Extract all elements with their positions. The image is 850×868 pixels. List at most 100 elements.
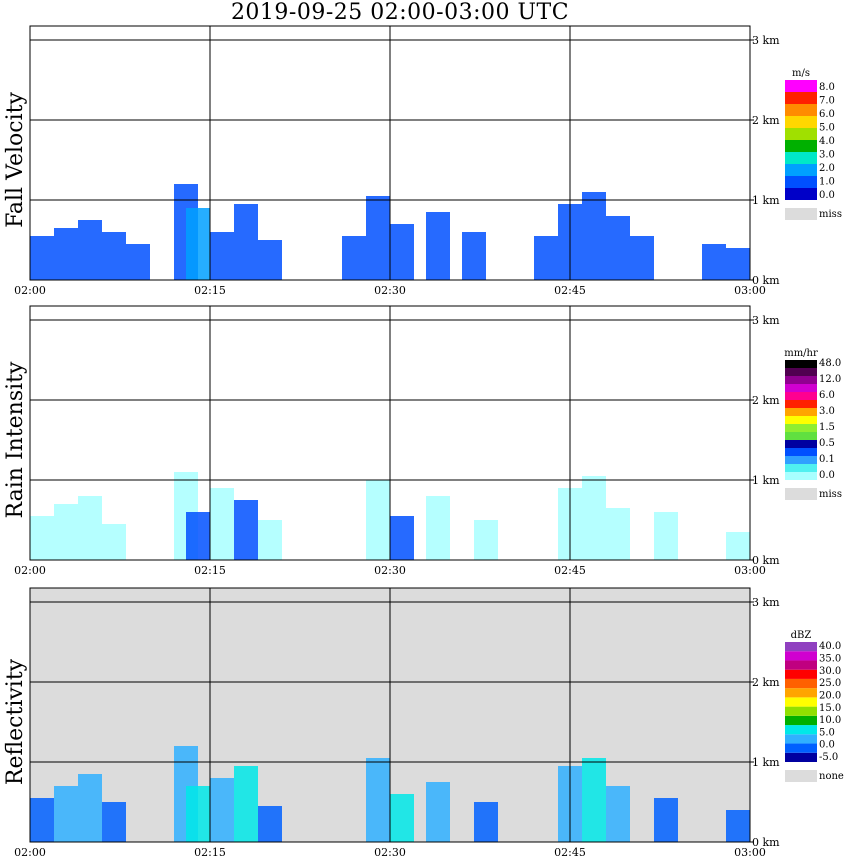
colorbar-label: 3.0 [819,406,835,417]
colorbar-label: 3.0 [819,150,835,161]
colorbar-label: 7.0 [819,96,835,107]
x-tick-label: 03:00 [734,564,766,577]
x-tick-label: 02:15 [194,846,226,859]
colorbar-label: 0.0 [819,190,835,201]
data-cell [390,516,414,560]
y-tick-label: 1 km [752,194,780,207]
x-tick-label: 02:45 [554,284,586,297]
colorbar-label: 1.5 [819,422,835,433]
panel-0: 0 km 1 km 2 km 3 km 02:00 02:15 02:30 02:45 03:0… [3,25,842,297]
y-axis-label: Fall Velocity [3,92,28,228]
data-cell [54,228,78,280]
colorbar-missing-swatch [785,208,817,220]
colorbar-label: 0.0 [819,470,835,481]
x-tick-label: 02:15 [194,564,226,577]
data-cell [366,196,390,280]
colorbar-label: 48.0 [819,358,841,369]
colorbar-swatch [785,464,817,472]
x-tick-label: 03:00 [734,846,766,859]
x-tick-label: 03:00 [734,284,766,297]
colorbar-swatch [785,416,817,424]
colorbar-label: 1.0 [819,177,835,188]
data-cell [78,496,102,560]
colorbar-swatch [785,400,817,408]
y-tick-label: 3 km [752,34,780,47]
colorbar-swatch [785,669,817,679]
colorbar-swatch [785,368,817,376]
data-cell [258,240,282,280]
data-cell [390,224,414,280]
colorbar-label: 25.0 [819,678,841,689]
colorbar-swatch [785,392,817,400]
data-cell [366,480,390,560]
colorbar-label: 35.0 [819,654,841,665]
data-cell [126,244,150,280]
colorbar-swatch [785,116,817,128]
data-cell [78,774,102,842]
colorbar-label: 10.0 [819,715,841,726]
colorbar-label: 8.0 [819,82,835,93]
colorbar-swatch [785,697,817,707]
x-tick-label: 02:45 [554,564,586,577]
colorbar-label: 0.1 [819,454,835,465]
data-cell [234,766,258,842]
colorbar-missing-label: none [819,771,844,782]
colorbar-swatch [785,188,817,200]
data-cell [726,532,750,560]
colorbar-swatch [785,448,817,456]
colorbar-swatch [785,725,817,735]
data-cell [30,516,54,560]
data-cell [54,504,78,560]
colorbar-swatch [785,384,817,392]
colorbar-label: 5.0 [819,727,835,738]
data-cell [258,806,282,842]
colorbar-swatch [785,360,817,368]
data-cell [78,220,102,280]
data-cell [102,802,126,842]
data-cell [366,758,390,842]
data-cell [474,520,498,560]
x-tick-label: 02:30 [374,564,406,577]
x-tick-label: 02:00 [14,846,46,859]
data-cell [426,212,450,280]
data-cell [726,810,750,842]
colorbar-swatch [785,706,817,716]
data-cell [186,512,210,560]
y-tick-label: 0 km [752,274,780,287]
colorbar-missing-label: miss [819,209,842,220]
y-tick-label: 3 km [752,314,780,327]
colorbar-swatch [785,176,817,188]
data-cell [654,798,678,842]
x-tick-label: 02:15 [194,284,226,297]
data-cell [102,232,126,280]
colorbar-missing-swatch [785,770,817,782]
x-tick-label: 02:00 [14,284,46,297]
data-cell [210,232,234,280]
data-cell [210,488,234,560]
data-cell [186,208,210,280]
data-cell [630,236,654,280]
data-cell [258,520,282,560]
y-tick-label: 2 km [752,114,780,127]
colorbar-swatch [785,164,817,176]
colorbar-unit: dBZ [791,630,812,641]
data-cell [234,500,258,560]
data-cell [30,236,54,280]
x-tick-label: 02:45 [554,846,586,859]
colorbar-swatch [785,440,817,448]
colorbar-label: 6.0 [819,390,835,401]
colorbar-label: 40.0 [819,641,841,652]
panel-2: 0 km 1 km 2 km 3 km 02:00 02:15 02:30 02:45 03:0… [3,587,844,859]
colorbar-swatch [785,660,817,670]
colorbar-label: 20.0 [819,690,841,701]
y-tick-label: 3 km [752,596,780,609]
data-cell [210,778,234,842]
data-cell [426,496,450,560]
colorbar-swatch [785,743,817,753]
colorbar-label: 30.0 [819,666,841,677]
data-cell [474,802,498,842]
colorbar-swatch [785,734,817,744]
colorbar-swatch [785,678,817,689]
data-cell [390,794,414,842]
